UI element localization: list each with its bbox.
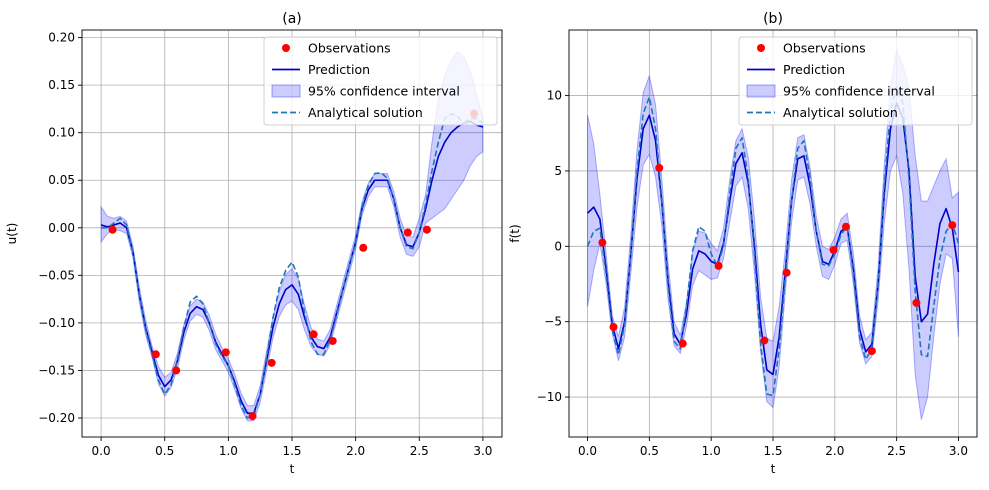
x-tick-label: 1.0: [702, 444, 721, 458]
y-tick-label: −0.10: [38, 316, 75, 330]
observation-point: [948, 221, 957, 230]
y-tick-label: 0: [554, 239, 562, 253]
x-tick-label: 2.0: [825, 444, 844, 458]
x-tick-label: 1.0: [219, 444, 238, 458]
observation-point: [328, 336, 337, 345]
x-tick-label: 0.0: [92, 444, 111, 458]
y-tick-label: −5: [544, 315, 562, 329]
y-tick-label: 0.20: [48, 31, 75, 45]
observation-point: [151, 350, 160, 359]
observation-point: [714, 261, 723, 270]
legend-label: Analytical solution: [783, 105, 898, 120]
observation-point: [309, 330, 318, 339]
legend-box: [738, 36, 973, 126]
observation-point: [678, 339, 687, 348]
legend-box: [263, 36, 498, 126]
x-tick-label: 1.5: [282, 444, 301, 458]
y-tick-label: −0.05: [38, 268, 75, 282]
y-tick-label: 0.05: [48, 173, 75, 187]
y-tick-label: −10: [537, 390, 562, 404]
legend-label: Prediction: [783, 62, 845, 77]
x-tick-label: 2.5: [887, 444, 906, 458]
y-axis-label: f(t): [508, 224, 522, 242]
observation-point: [248, 412, 257, 421]
observation-point: [267, 358, 276, 367]
observation-point: [422, 225, 431, 234]
observation-point: [108, 225, 117, 234]
legend-label: Observations: [308, 41, 391, 56]
x-tick-label: 3.0: [473, 444, 492, 458]
observation-point: [221, 348, 230, 357]
x-axis-label: t: [290, 462, 295, 476]
x-axis-label: t: [771, 462, 776, 476]
observation-point: [609, 322, 618, 331]
observation-point: [829, 246, 838, 255]
legend-label: 95% confidence interval: [308, 84, 460, 99]
observation-point: [655, 163, 664, 172]
y-tick-label: −0.15: [38, 363, 75, 377]
legend-label: Prediction: [308, 62, 370, 77]
observation-point: [403, 228, 412, 237]
chart-panel-b: 0.0 0.5 1.0 1.5 2.0 2.5 3.0 −10 −5 0 5 10 (b) t f(t) Ob…: [508, 11, 978, 476]
panel-title: (a): [282, 11, 302, 27]
observation-point: [782, 268, 791, 277]
y-tick-label: 5: [554, 164, 562, 178]
observation-point: [867, 347, 876, 356]
observation-point: [359, 243, 368, 252]
x-tick-label: 2.0: [346, 444, 365, 458]
legend-label: Analytical solution: [308, 105, 423, 120]
legend: Observations Prediction 95% confidence int…: [263, 36, 498, 126]
observation-point: [760, 336, 769, 345]
y-tick-label: 0.15: [48, 78, 75, 92]
y-tick-label: 10: [547, 89, 562, 103]
legend: Observations Prediction 95% confidence int…: [738, 36, 973, 126]
observation-point: [841, 222, 850, 231]
y-tick-label: 0.10: [48, 126, 75, 140]
y-tick-label: 0.00: [48, 221, 75, 235]
x-tick-label: 3.0: [949, 444, 968, 458]
observation-point: [172, 366, 181, 375]
y-axis-label: u(t): [5, 223, 19, 245]
x-tick-label: 2.5: [410, 444, 429, 458]
legend-label: 95% confidence interval: [783, 84, 935, 99]
x-tick-label: 0.0: [578, 444, 597, 458]
observation-point: [912, 298, 921, 307]
legend-swatch-confidence: [746, 84, 776, 98]
legend-marker-observations: [757, 44, 765, 52]
panel-title: (b): [763, 11, 783, 27]
legend-marker-observations: [282, 44, 290, 52]
chart-panel-a: 0.0 0.5 1.0 1.5 2.0 2.5 3.0 −0.20 −0.15 −0.10 −0.0…: [5, 11, 503, 476]
analytical-solution-line: [101, 112, 484, 419]
x-tick-label: 1.5: [763, 444, 782, 458]
confidence-band: [587, 48, 959, 420]
x-tick-label: 0.5: [155, 444, 174, 458]
x-tick-label: 0.5: [640, 444, 659, 458]
legend-swatch-confidence: [271, 84, 301, 98]
observation-point: [598, 238, 607, 247]
legend-label: Observations: [783, 41, 866, 56]
y-tick-label: −0.20: [38, 411, 75, 425]
